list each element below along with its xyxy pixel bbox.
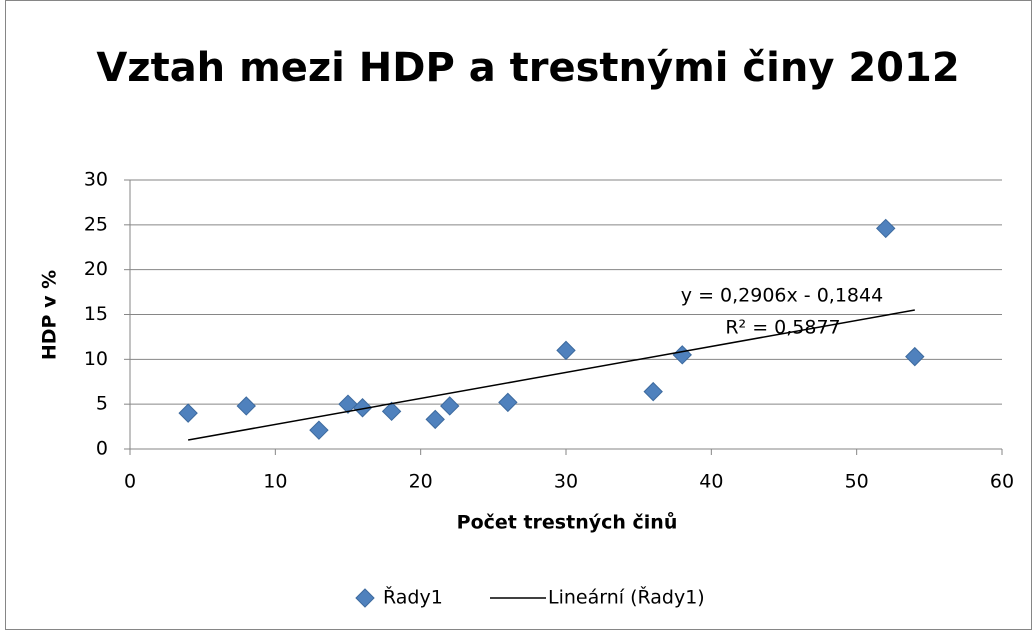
y-tick-label: 20 [84, 258, 108, 280]
legend-label: Řady1 [383, 586, 443, 609]
data-point [440, 396, 460, 416]
x-tick-label: 50 [845, 471, 869, 493]
data-point [556, 340, 576, 361]
data-point [498, 392, 518, 413]
trendline [188, 309, 915, 441]
data-point [905, 346, 925, 367]
y-tick-label: 10 [84, 348, 108, 370]
x-tick-label: 10 [263, 471, 287, 493]
data-point [236, 396, 256, 416]
legend-marker [355, 588, 375, 608]
x-tick-label: 20 [409, 471, 433, 493]
x-tick-label: 30 [554, 471, 578, 493]
data-point [178, 403, 198, 423]
trendline-equation: y = 0,2906x - 0,1844 [681, 285, 883, 307]
y-tick-label: 25 [84, 213, 108, 235]
data-point [338, 394, 358, 414]
x-tick-label: 60 [990, 471, 1014, 493]
data-point [876, 218, 896, 239]
legend-label: Lineární (Řady1) [548, 586, 705, 609]
x-tick-label: 0 [124, 471, 136, 493]
data-point [643, 381, 663, 402]
x-axis-label: Počet trestných činů [457, 511, 678, 534]
y-tick-label: 15 [84, 303, 108, 325]
y-tick-label: 30 [84, 169, 108, 191]
chart-title: Vztah mezi HDP a trestnými činy 2012 [96, 45, 959, 91]
trendline-r2: R² = 0,5877 [725, 317, 840, 339]
data-point [425, 409, 445, 430]
y-tick-label: 0 [96, 438, 108, 460]
data-point [309, 420, 329, 440]
data-point [672, 345, 692, 365]
y-axis-label: HDP v % [39, 270, 61, 360]
data-point [381, 401, 402, 422]
data-point [352, 398, 373, 418]
y-tick-label: 5 [96, 393, 108, 415]
x-tick-label: 40 [699, 471, 723, 493]
